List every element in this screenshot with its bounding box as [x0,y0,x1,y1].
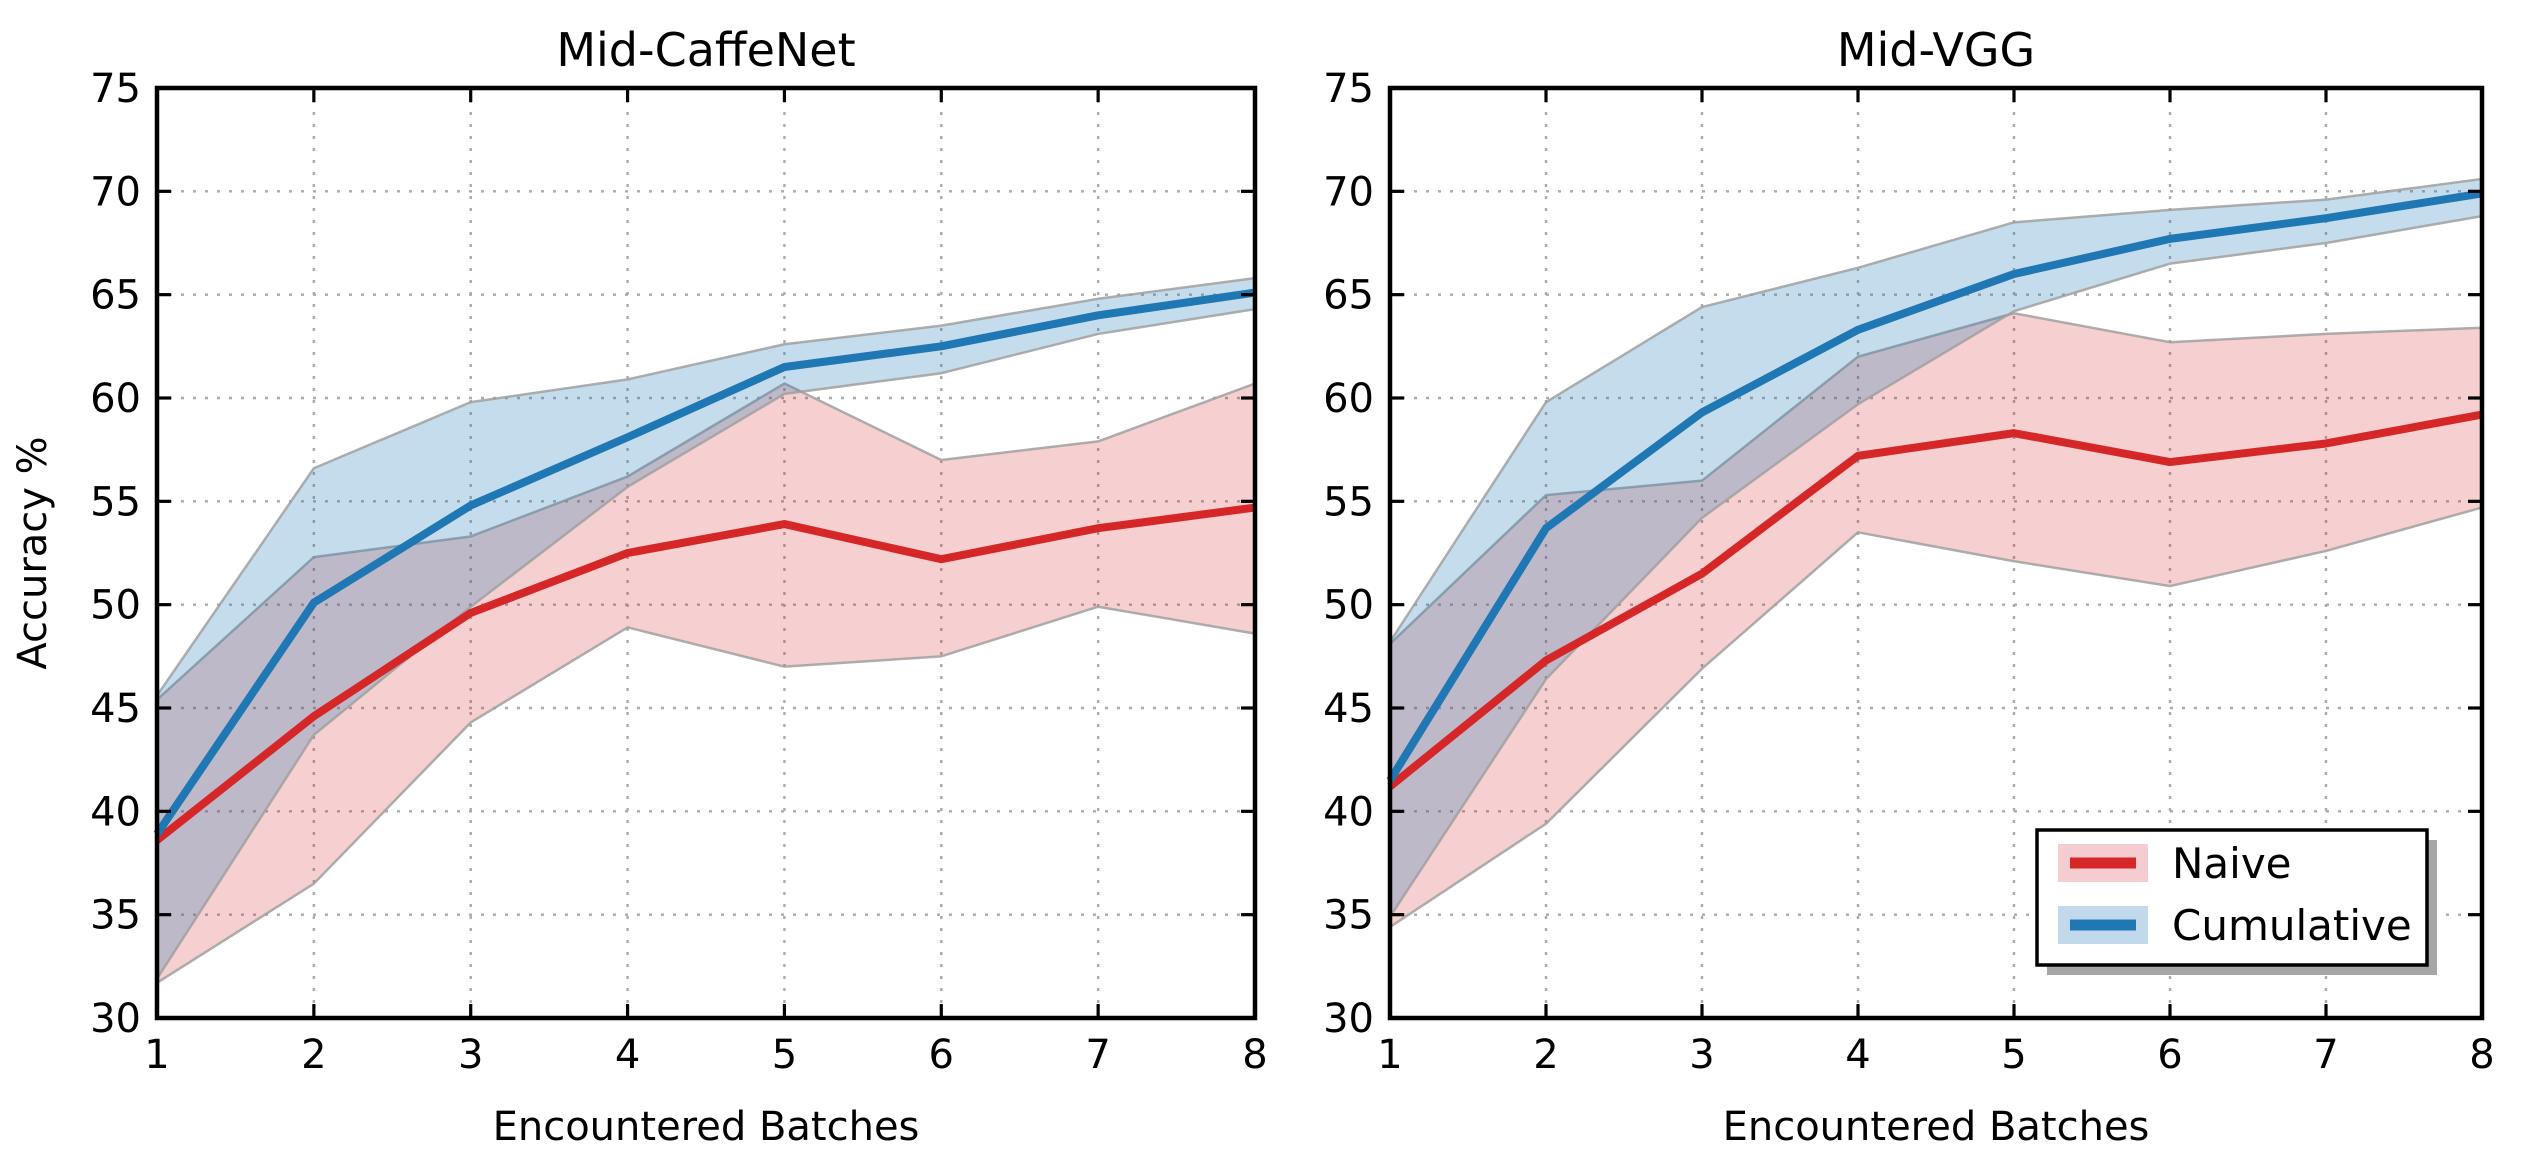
y-tick-label: 65 [90,273,141,319]
gridlines [1390,88,2482,1018]
x-tick-label: 5 [2001,1032,2026,1078]
x-tick-label: 1 [144,1032,169,1078]
y-tick-label: 35 [1323,893,1374,939]
chart-title: Mid-CaffeNet [556,23,855,77]
y-tick-label: 55 [1323,479,1374,525]
y-tick-label: 40 [90,789,141,835]
y-tick-label: 75 [1323,66,1374,112]
y-tick-label: 45 [1323,686,1374,732]
y-tick-label: 30 [90,996,141,1042]
x-tick-label: 5 [772,1032,797,1078]
x-axis-label: Encountered Batches [493,1104,920,1150]
y-tick-label: 60 [90,376,141,422]
x-tick-label: 4 [1845,1032,1870,1078]
x-tick-label: 2 [301,1032,326,1078]
y-tick-label: 70 [90,169,141,215]
y-tick-label: 70 [1323,169,1374,215]
axes-spines [1387,85,2485,1021]
naive-mean-line [154,503,1256,844]
x-tick-label: 8 [2469,1032,2494,1078]
y-tick-label: 35 [90,893,141,939]
legend: Naive Cumulative [2035,828,2437,975]
x-tick-label: 6 [929,1032,954,1078]
x-tick-label: 2 [1533,1032,1558,1078]
x-tick-label: 4 [615,1032,640,1078]
cumulative-mean-line [1386,189,2483,783]
x-tick-label: 3 [1689,1032,1714,1078]
y-tick-label: 75 [90,66,141,112]
axes-spines [154,85,1258,1021]
x-tick-label: 8 [1242,1032,1267,1078]
naive-mean-line [1387,410,2483,790]
y-tick-label: 55 [90,479,141,525]
cumulative-mean-line [153,288,1256,837]
tick-marks [1388,86,2484,1020]
y-tick-label: 45 [90,686,141,732]
chart-title: Mid-VGG [1837,23,2035,77]
y-tick-label: 65 [1323,273,1374,319]
legend-label: Naive [2172,839,2292,888]
legend-label: Cumulative [2172,901,2412,950]
y-tick-label: 30 [1323,996,1374,1042]
y-tick-label: 40 [1323,789,1374,835]
x-tick-label: 7 [1085,1032,1110,1078]
x-tick-label: 6 [2157,1032,2182,1078]
x-tick-label: 7 [2313,1032,2338,1078]
y-tick-label: 50 [90,583,141,629]
tick-marks [155,86,1257,1020]
y-tick-label: 50 [1323,583,1374,629]
y-tick-label: 60 [1323,376,1374,422]
y-axis-label: Accuracy % [10,436,56,669]
x-tick-label: 3 [458,1032,483,1078]
x-tick-label: 1 [1377,1032,1402,1078]
gridlines [157,88,1255,1018]
x-axis-label: Encountered Batches [1723,1104,2150,1150]
